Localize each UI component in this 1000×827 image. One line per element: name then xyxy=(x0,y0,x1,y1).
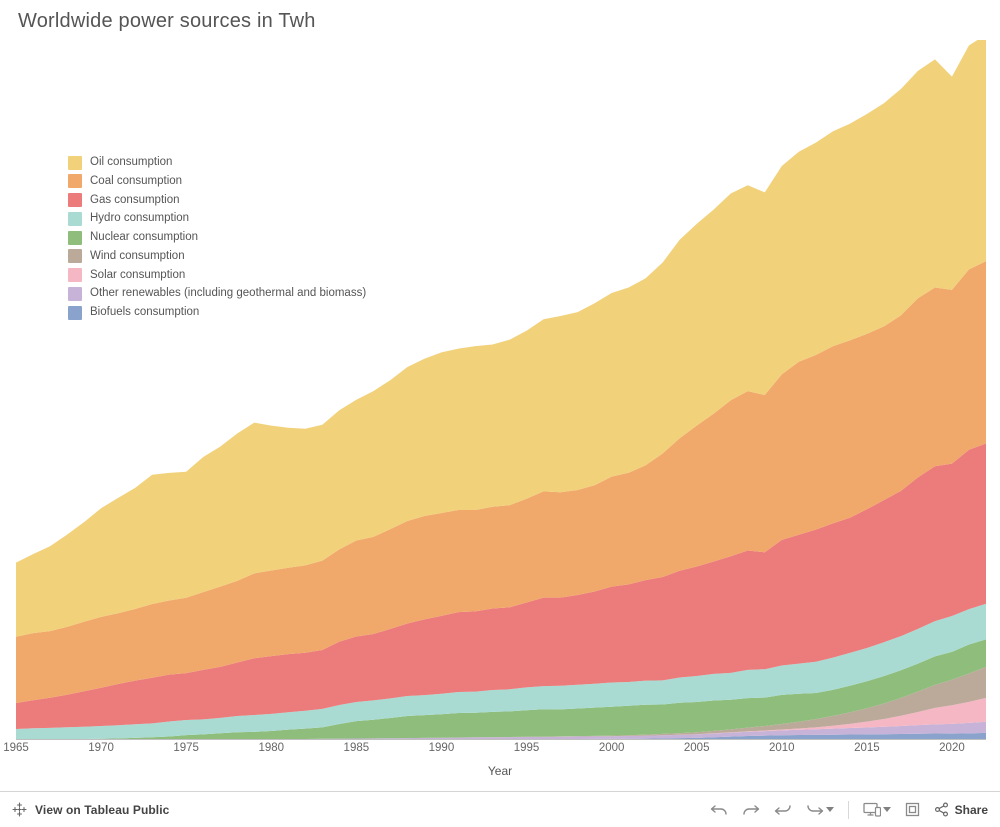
legend-label: Solar consumption xyxy=(90,267,185,284)
x-axis-label: Year xyxy=(0,764,1000,778)
legend-label: Nuclear consumption xyxy=(90,229,198,246)
legend-item-nuclear[interactable]: Nuclear consumption xyxy=(68,229,366,246)
view-on-tableau-label: View on Tableau Public xyxy=(35,803,169,817)
legend-item-other[interactable]: Other renewables (including geothermal a… xyxy=(68,285,366,302)
fullscreen-icon[interactable] xyxy=(905,802,920,817)
x-tick: 1980 xyxy=(258,742,284,754)
legend-swatch xyxy=(68,174,82,188)
legend-swatch xyxy=(68,156,82,170)
x-tick: 1970 xyxy=(88,742,114,754)
chart-title: Worldwide power sources in Twh xyxy=(18,10,316,33)
chart-container: Worldwide power sources in Twh 1965 1970 1… xyxy=(0,0,1000,791)
x-tick: 2010 xyxy=(769,742,795,754)
stacked-area-svg xyxy=(16,40,986,740)
x-tick: 1995 xyxy=(514,742,540,754)
legend-item-solar[interactable]: Solar consumption xyxy=(68,267,366,284)
x-tick: 2015 xyxy=(854,742,880,754)
x-tick: 2000 xyxy=(599,742,625,754)
chevron-down-icon xyxy=(883,807,891,812)
legend-swatch xyxy=(68,212,82,226)
redo-icon[interactable] xyxy=(742,802,760,818)
share-icon xyxy=(934,802,949,817)
legend-swatch xyxy=(68,231,82,245)
legend-label: Oil consumption xyxy=(90,154,172,171)
device-preview-icon[interactable] xyxy=(863,802,891,817)
x-tick: 1990 xyxy=(429,742,455,754)
legend-item-wind[interactable]: Wind consumption xyxy=(68,248,366,265)
legend-item-coal[interactable]: Coal consumption xyxy=(68,173,366,190)
share-label: Share xyxy=(955,803,988,817)
legend-label: Coal consumption xyxy=(90,173,182,190)
legend-item-hydro[interactable]: Hydro consumption xyxy=(68,210,366,227)
legend-item-gas[interactable]: Gas consumption xyxy=(68,192,366,209)
replay-icon[interactable] xyxy=(774,802,792,818)
legend-swatch xyxy=(68,287,82,301)
legend-label: Other renewables (including geothermal a… xyxy=(90,285,366,302)
x-tick: 2005 xyxy=(684,742,710,754)
legend-swatch xyxy=(68,249,82,263)
tableau-icon xyxy=(12,802,27,817)
legend-swatch xyxy=(68,193,82,207)
legend-label: Hydro consumption xyxy=(90,210,189,227)
undo-icon[interactable] xyxy=(710,802,728,818)
legend-label: Wind consumption xyxy=(90,248,185,265)
plot-area xyxy=(16,40,986,740)
toolbar-right-group: Share xyxy=(710,801,1000,819)
x-tick: 2020 xyxy=(939,742,965,754)
toolbar-divider xyxy=(848,801,849,819)
refresh-menu-icon[interactable] xyxy=(806,802,834,818)
legend-swatch xyxy=(68,268,82,282)
toolbar: View on Tableau Public xyxy=(0,792,1000,827)
view-on-tableau-link[interactable]: View on Tableau Public xyxy=(0,802,169,817)
x-axis: 1965197019751980198519901995200020052010… xyxy=(16,742,986,760)
x-tick: 1965 xyxy=(3,742,29,754)
legend: Oil consumption Coal consumption Gas consu… xyxy=(68,154,366,323)
legend-label: Gas consumption xyxy=(90,192,180,209)
share-button[interactable]: Share xyxy=(934,802,988,817)
chevron-down-icon xyxy=(826,807,834,812)
legend-label: Biofuels consumption xyxy=(90,304,199,321)
x-tick: 1975 xyxy=(173,742,199,754)
legend-item-oil[interactable]: Oil consumption xyxy=(68,154,366,171)
legend-item-biofuels[interactable]: Biofuels consumption xyxy=(68,304,366,321)
legend-swatch xyxy=(68,306,82,320)
x-tick: 1985 xyxy=(344,742,370,754)
